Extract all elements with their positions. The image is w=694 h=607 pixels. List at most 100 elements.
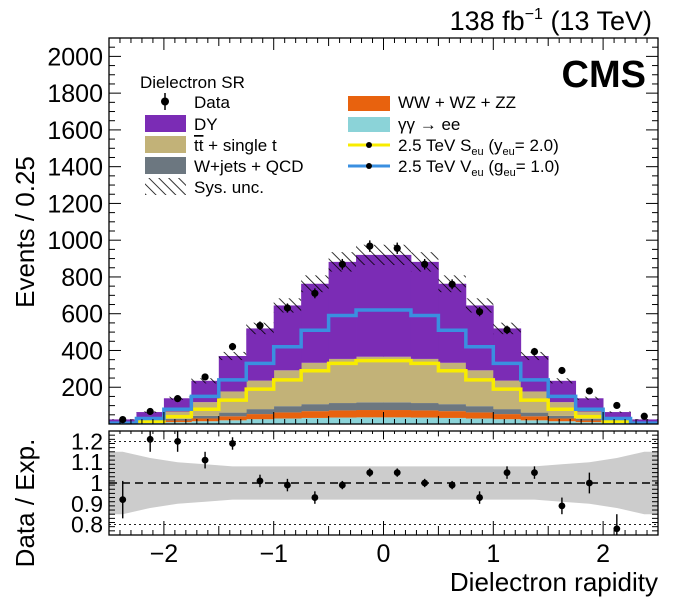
stack-bar-1-10 <box>383 410 412 418</box>
stack-bar-1-17 <box>575 420 604 423</box>
data-point-10 <box>393 244 401 252</box>
legend-dy-swatch <box>145 115 186 132</box>
stack-bar-2-15 <box>520 412 549 417</box>
legend-dy-label: DY <box>194 115 218 134</box>
sys-unc-bin-7 <box>301 275 329 293</box>
stack-bar-2-12 <box>438 404 467 412</box>
ratio-point-9 <box>366 469 374 476</box>
stack-bar-1-5 <box>246 414 275 420</box>
stack-bar-2-6 <box>273 406 302 413</box>
ratio-point-14 <box>503 469 511 476</box>
y-tick-label-bottom-4: 1.2 <box>71 428 103 454</box>
stack-bar-4-4 <box>218 355 247 392</box>
ratio-point-3 <box>201 456 209 464</box>
stack-bar-0-8 <box>328 417 357 424</box>
sys-unc-bin-18 <box>603 411 631 413</box>
y-tick-label-top-3: 800 <box>61 264 103 292</box>
legend-scalar-label: 2.5 TeV Seu (yeu= 2.0) <box>398 136 559 158</box>
data-point-5 <box>256 322 264 330</box>
data-points <box>119 240 648 424</box>
legend-ttbar-swatch <box>145 136 186 153</box>
data-point-16 <box>558 366 566 375</box>
y-axis-label-top: Events / 0.25 <box>10 156 40 308</box>
stack-bar-4-6 <box>273 305 302 371</box>
stack-bar-0-3 <box>191 421 220 424</box>
sys-unc-bin-15 <box>520 351 549 361</box>
stack-bar-4-18 <box>603 412 631 418</box>
y-tick-label-top-2: 600 <box>61 301 103 329</box>
legend-entry-sys-unc: Sys. unc. <box>145 178 264 197</box>
legend-sys-swatch <box>145 178 186 195</box>
stack-bar-4-15 <box>520 355 549 392</box>
data-point-13 <box>475 308 484 316</box>
data-point-3 <box>201 373 209 381</box>
legend-data-marker <box>161 97 169 106</box>
ratio-points <box>119 431 621 535</box>
stack-bar-3-13 <box>465 370 494 407</box>
stack-bar-2-16 <box>548 415 577 419</box>
legend-data-label: Data <box>194 93 230 112</box>
y-tick-label-top-1: 400 <box>61 337 103 365</box>
sys-unc-bin-17 <box>575 396 604 400</box>
ratio-point-4 <box>229 440 236 447</box>
y-tick-label-top-0: 200 <box>61 374 103 402</box>
legend-ttbar-label: tt + single t <box>194 136 277 155</box>
stack-bar-4-11 <box>410 261 439 359</box>
data-point-14 <box>503 326 511 334</box>
stack-bar-0-13 <box>465 418 494 424</box>
ratio-point-2 <box>174 438 182 445</box>
stack-bar-3-4 <box>218 391 247 413</box>
stack-bar-3-11 <box>410 358 439 404</box>
stack-bar-4-9 <box>356 254 384 357</box>
legend-scalar-marker <box>366 142 372 148</box>
stack-bar-0-11 <box>410 417 439 424</box>
legend-gamma-swatch <box>348 117 390 132</box>
stack-bar-4-8 <box>328 261 357 359</box>
legend-vector-label: 2.5 TeV Veu (geu= 1.0) <box>398 157 560 179</box>
stack-bar-4-10 <box>383 254 412 357</box>
lumi-label: 138 fb−1 (13 TeV) <box>450 6 652 36</box>
stack-bar-0-17 <box>575 422 604 424</box>
ratio-point-17 <box>585 479 593 487</box>
data-point-7 <box>311 289 319 297</box>
ratio-point-12 <box>448 481 456 489</box>
ratio-point-8 <box>338 481 346 489</box>
legend-gamma-label: γγ → ee <box>398 115 460 134</box>
ratio-point-13 <box>476 494 483 501</box>
ratio-point-10 <box>393 469 401 476</box>
y-tick-label-top-5: 1200 <box>47 190 103 218</box>
stack-bar-2-13 <box>465 406 494 413</box>
stack-bar-3-15 <box>520 391 549 413</box>
signal-curves <box>109 308 658 424</box>
data-point-2 <box>174 395 182 403</box>
stack-bar-2-11 <box>410 403 439 411</box>
stack-bar-3-14 <box>493 380 522 410</box>
legend-entry-dy: DY <box>145 115 218 134</box>
ratio-plot: 0.80.911.11.2−2 −1 0 1 2 Data / Exp. <box>10 428 659 568</box>
y-tick-label-top-7: 1600 <box>47 117 103 145</box>
stack-bar-1-12 <box>438 411 467 418</box>
sys-unc-bin-10 <box>383 244 411 266</box>
y-tick-label-bottom-2: 1 <box>90 470 103 496</box>
stacked-histograms <box>109 254 658 424</box>
stack-bar-0-4 <box>218 420 247 424</box>
y-tick-label-bottom-3: 1.1 <box>71 449 103 475</box>
ratio-point-6 <box>284 481 291 489</box>
x-axis-label: Dielectron rapidity <box>450 567 658 597</box>
stack-bar-1-7 <box>301 411 329 418</box>
stack-bar-2-2 <box>163 418 192 421</box>
stack-bar-1-11 <box>410 410 439 418</box>
stack-bar-2-14 <box>493 409 522 415</box>
stack-bar-1-9 <box>356 410 384 418</box>
sys-unc-bin-9 <box>356 244 384 266</box>
stack-bar-2-9 <box>356 402 384 411</box>
stack-bar-2-4 <box>218 412 247 417</box>
stack-bar-2-3 <box>191 415 220 419</box>
legend-diboson-label: WW + WZ + ZZ <box>398 93 516 112</box>
legend-entry-wjets: W+jets + QCD <box>145 157 304 176</box>
stack-bar-0-12 <box>438 417 467 424</box>
y-tick-label-top-4: 1000 <box>47 227 103 255</box>
ratio-point-16 <box>558 502 566 510</box>
data-point-9 <box>366 242 374 250</box>
